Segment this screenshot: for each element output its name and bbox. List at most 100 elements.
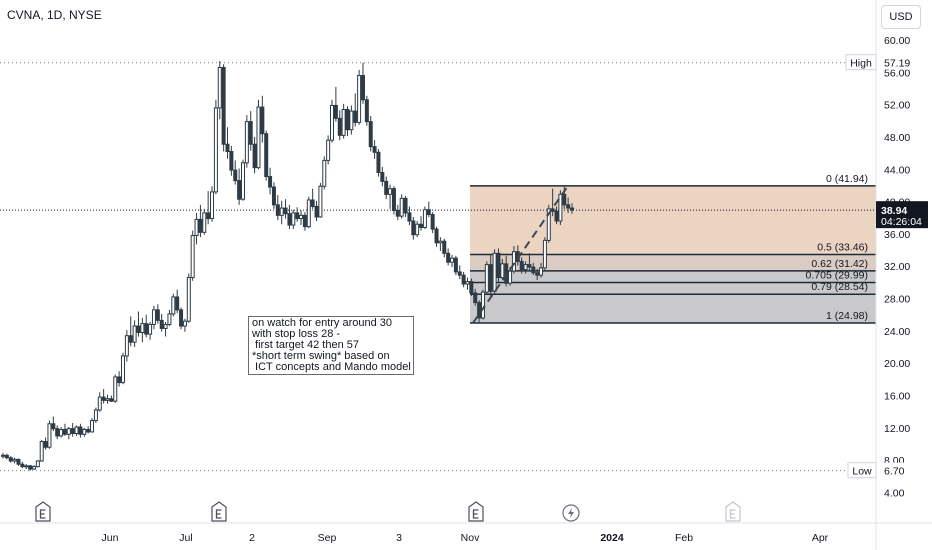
y-tick-label: 48.00 [884, 132, 910, 144]
letter-e-glyph [215, 509, 222, 519]
y-tick-label: 36.00 [884, 229, 910, 241]
high-tag-label: High [850, 58, 872, 70]
earnings-icon[interactable] [468, 501, 484, 522]
candle-body [213, 107, 218, 193]
candle-body [330, 104, 335, 141]
candle-body [492, 252, 497, 292]
candle-body [20, 463, 25, 468]
y-tick-label: 52.00 [884, 100, 910, 112]
candle-body [558, 193, 563, 222]
candle-body [28, 465, 33, 470]
candle-body [380, 172, 385, 182]
currency-button[interactable]: USD [881, 5, 921, 29]
candle-body [264, 133, 269, 178]
candle-body [167, 313, 172, 325]
x-tick-label: Jun [102, 532, 119, 544]
earnings-icon[interactable] [725, 501, 741, 522]
candle-body [31, 466, 36, 470]
y-tick-label: 24.00 [884, 326, 910, 338]
letter-e-glyph [729, 509, 736, 519]
candle-body [364, 99, 369, 123]
candle-body [47, 423, 52, 448]
candle-body [434, 228, 439, 244]
candle-body [182, 320, 187, 327]
fib-zone [470, 185, 876, 255]
note-line: *short term swing* based on [252, 350, 390, 362]
candle-body [419, 223, 424, 228]
candle-body [155, 309, 160, 321]
y-tick-label: 44.00 [884, 164, 910, 176]
candle-body [120, 355, 125, 384]
y-tick-label: 12.00 [884, 423, 910, 435]
candle-body [461, 274, 466, 285]
candle-body [546, 208, 551, 241]
candle-body [271, 186, 276, 206]
x-tick-label: Jul [179, 532, 192, 544]
candle-body [349, 110, 354, 131]
candle-body [469, 281, 474, 294]
candle-body [357, 75, 362, 123]
earnings-icon-shape [725, 501, 741, 522]
last-price-tag [876, 201, 928, 229]
dividend-icon[interactable] [562, 504, 580, 522]
candle-body [422, 209, 427, 228]
candle-body [306, 199, 311, 228]
fib-level-label: 0.5 (33.46) [817, 241, 868, 253]
candle-body [225, 143, 230, 153]
candle-body [384, 180, 389, 195]
candle-body [399, 197, 404, 217]
candle-body [299, 214, 304, 220]
candle-body [295, 212, 300, 220]
candle-body [326, 139, 331, 161]
candle-body [221, 66, 226, 145]
fib-retracement[interactable]: 0 (41.94) 0.5 (33.46) 0.62 (31.42)0.705 (2… [470, 173, 876, 324]
candle-body [566, 204, 571, 209]
candle-body [283, 207, 288, 215]
y-tick-label: 28.00 [884, 294, 910, 306]
candle-body [465, 281, 470, 285]
candle-body [233, 169, 238, 182]
note-line: with stop loss 28 - [252, 328, 341, 340]
candle-body [8, 457, 13, 462]
candle-body [206, 212, 211, 220]
candle-body [542, 239, 547, 269]
candle-body [519, 260, 524, 270]
candle-body [376, 151, 381, 174]
candle-body [74, 426, 79, 434]
earnings-icon-shape [468, 501, 484, 522]
annotation-note[interactable]: on watch for entry around 30 with stop lo… [248, 316, 414, 375]
earnings-icon[interactable] [211, 501, 227, 522]
candle-body [159, 319, 164, 329]
earnings-icon[interactable] [35, 501, 51, 522]
last-price-value: 38.94 [881, 205, 907, 217]
candle-body [345, 108, 350, 131]
candle-body [240, 162, 245, 200]
candle-body [368, 121, 373, 148]
candle-body [480, 291, 485, 319]
event-markers[interactable] [35, 501, 741, 522]
candle-body [268, 176, 273, 188]
fib-zone [470, 254, 876, 271]
projection-path[interactable] [472, 185, 569, 324]
candle-body [403, 197, 408, 214]
candle-body [372, 146, 377, 153]
candle-body [531, 266, 536, 274]
symbol-title[interactable]: CVNA, 1D, NYSE [7, 8, 102, 22]
candle-body [322, 159, 327, 187]
candle-body [70, 428, 75, 434]
candle-body [248, 121, 253, 145]
high-tag-box [845, 54, 877, 71]
candle-body [477, 302, 482, 319]
candle-body [302, 214, 307, 228]
note-line: ICT concepts and Mando model [252, 361, 411, 373]
candle-body [202, 212, 207, 233]
candle-body [217, 66, 222, 109]
candle-body [446, 252, 451, 263]
y-tick-label: 20.00 [884, 358, 910, 370]
candle-body [457, 271, 462, 276]
candle-body [113, 376, 118, 402]
projection-line[interactable] [472, 185, 569, 324]
x-tick-label: Sep [318, 532, 337, 544]
